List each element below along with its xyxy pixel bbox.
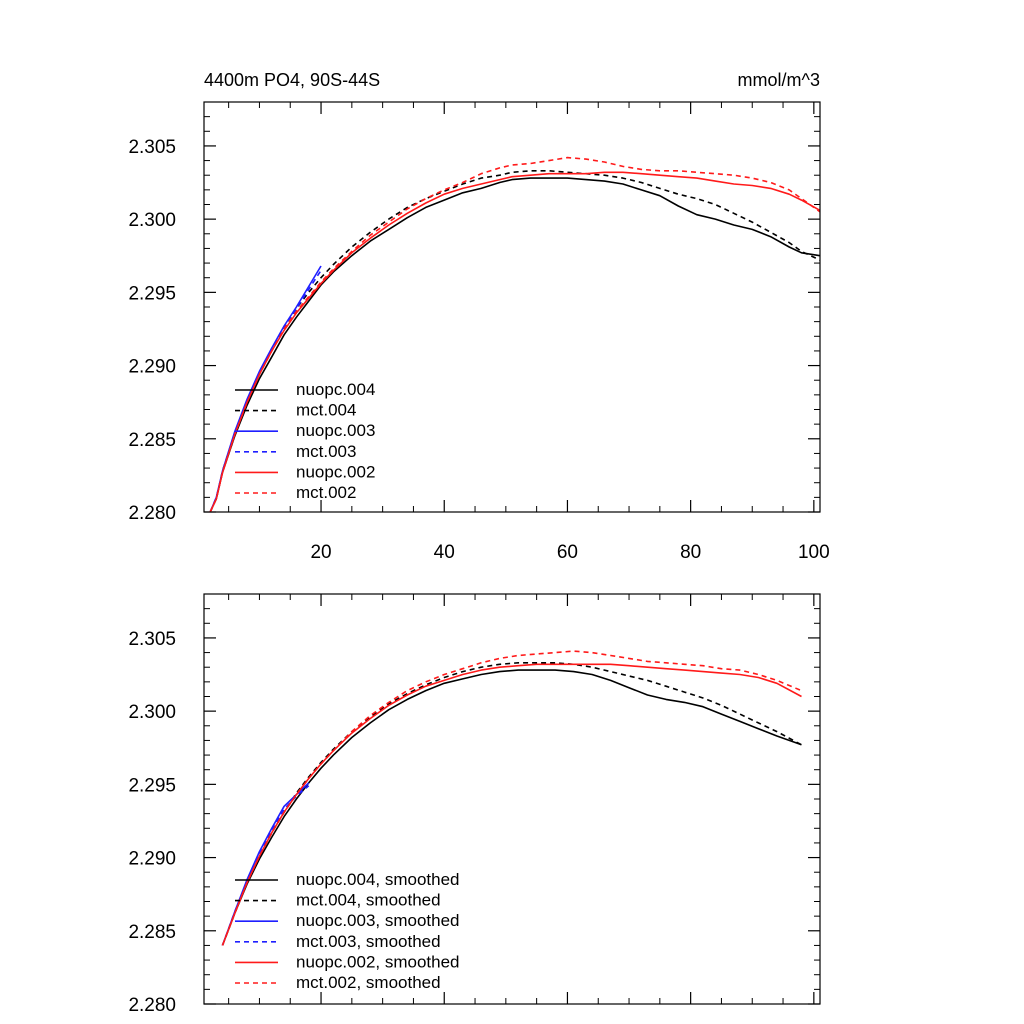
chart-title: 4400m PO4, 90S-44S (204, 70, 380, 90)
legend-label: mct.004 (296, 401, 356, 420)
plot-frame (203, 101, 821, 513)
y-tick-label: 2.295 (128, 775, 176, 796)
legend-label: nuopc.002 (296, 462, 375, 481)
y-tick-label: 2.295 (128, 283, 176, 304)
x-tick-label: 60 (557, 542, 578, 563)
series-line-nuopc-004 (209, 177, 821, 513)
legend-label: nuopc.003 (296, 421, 375, 440)
legend-label: mct.004, smoothed (296, 891, 441, 910)
x-tick-label: 40 (434, 542, 455, 563)
x-tick-label: 100 (798, 542, 830, 563)
units-label: mmol/m^3 (738, 70, 820, 90)
legend-label: mct.002 (296, 483, 356, 502)
legend-label: nuopc.004 (296, 380, 375, 399)
y-tick-label: 2.280 (128, 503, 176, 524)
y-tick-label: 2.290 (128, 357, 176, 378)
y-tick-label: 2.300 (128, 210, 176, 231)
series-line-nuopc-004-smoothed (221, 669, 802, 946)
y-tick-label: 2.305 (128, 629, 176, 650)
series-line-mct-002-smoothed (221, 650, 802, 946)
y-tick-label: 2.290 (128, 849, 176, 870)
smoothed-panel: 2.280 2.285 2.290 2.295 2.300 2.305 nuopc.004,… (128, 593, 821, 1016)
legend-label: mct.003, smoothed (296, 932, 441, 951)
legend-label: mct.002, smoothed (296, 973, 441, 992)
series-line-mct-002 (209, 156, 821, 513)
series-line-nuopc-002-smoothed (221, 663, 802, 946)
x-tick-label: 80 (680, 542, 701, 563)
legend-label: nuopc.004, smoothed (296, 870, 460, 889)
legend-label: nuopc.002, smoothed (296, 952, 460, 971)
y-tick-label: 2.280 (128, 995, 176, 1016)
legend-label: nuopc.003, smoothed (296, 911, 460, 930)
y-tick-label: 2.285 (128, 922, 176, 943)
legend-label: mct.003 (296, 442, 356, 461)
x-tick-label: 20 (310, 542, 331, 563)
y-tick-label: 2.300 (128, 702, 176, 723)
y-tick-label: 2.305 (128, 137, 176, 158)
plot-frame (203, 593, 821, 1005)
y-tick-label: 2.285 (128, 430, 176, 451)
raw-panel: 4400m PO4, 90S-44S mmol/m^3 20 40 60 80 100 2… (128, 70, 829, 563)
series-line-mct-004 (209, 170, 821, 513)
